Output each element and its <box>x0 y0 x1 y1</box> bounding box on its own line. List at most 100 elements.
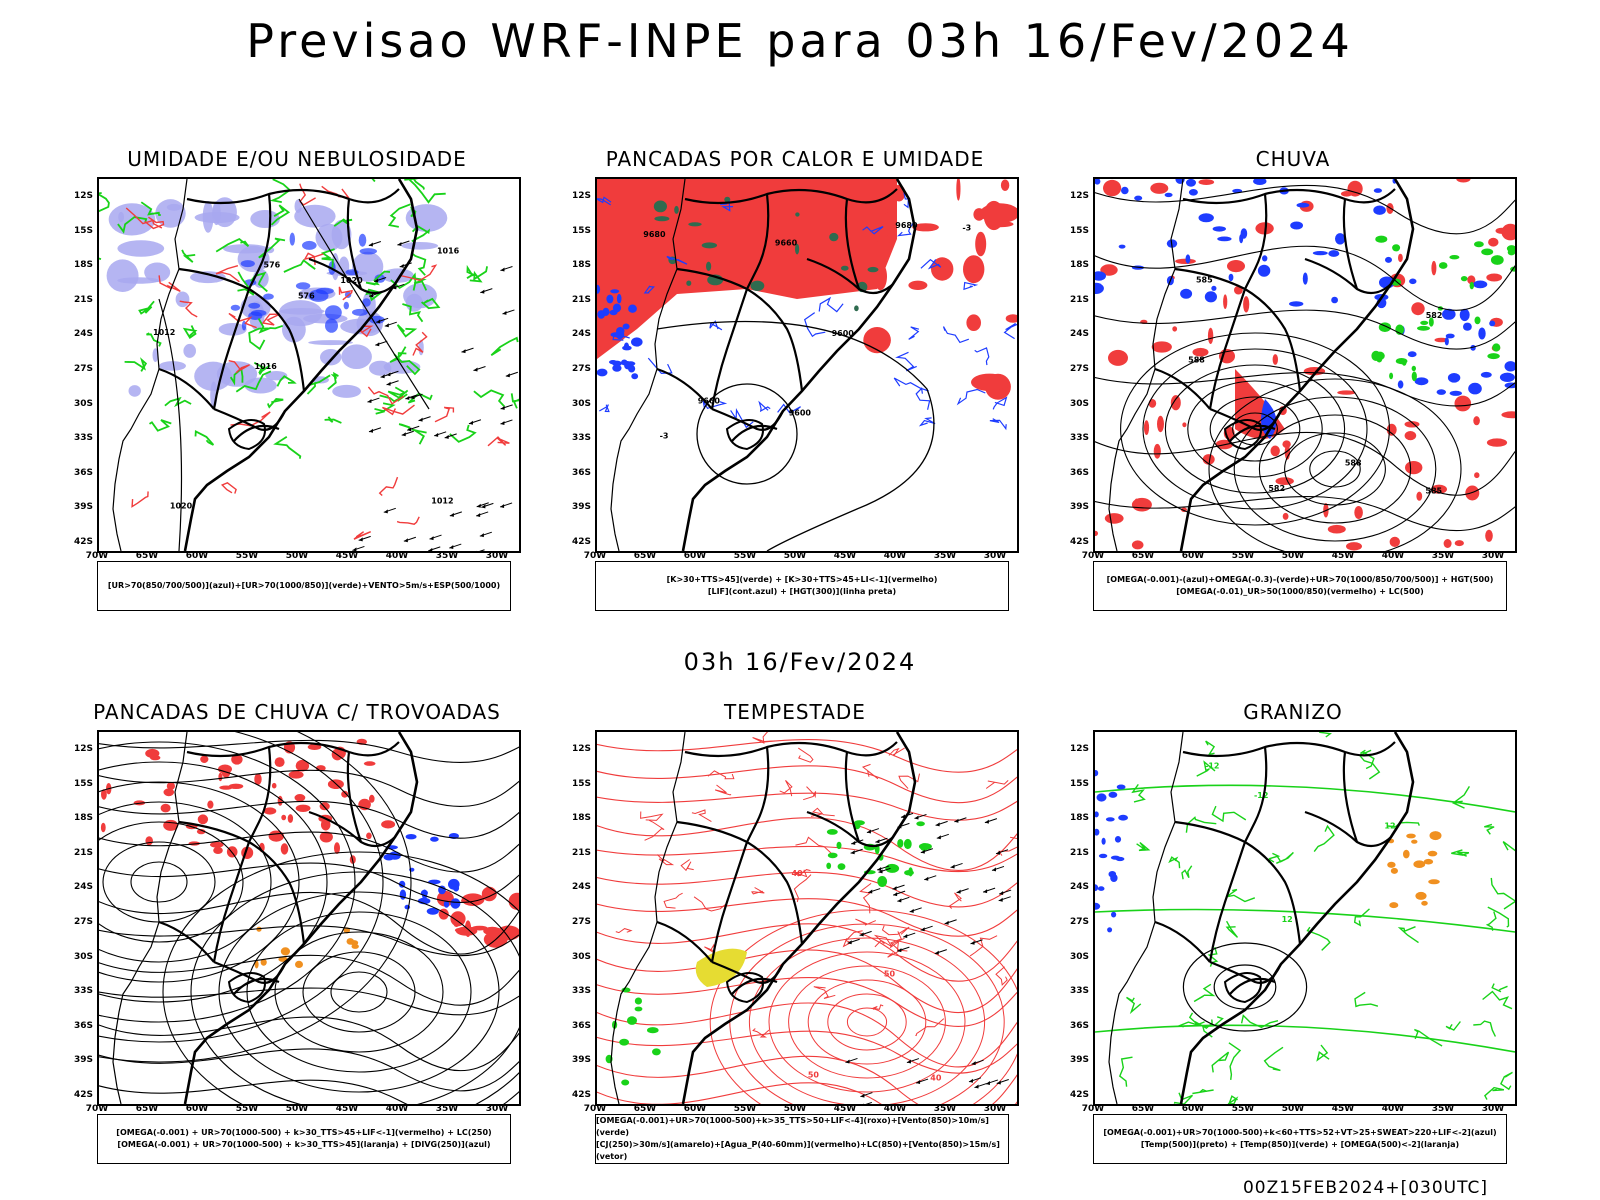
svg-text:9660: 9660 <box>698 396 721 405</box>
svg-text:50: 50 <box>808 1071 820 1080</box>
lat-tick-label: 18S <box>1069 813 1089 824</box>
lat-tick-label: 15S <box>1069 225 1089 236</box>
lat-tick-label: 15S <box>73 778 93 789</box>
lon-tick-label: 60W <box>1181 1104 1205 1114</box>
lat-tick-label: 33S <box>1069 433 1089 444</box>
lon-tick-label: 35W <box>435 551 459 561</box>
lon-tick-label: 60W <box>1181 551 1205 561</box>
panel-title: CHUVA <box>1255 147 1331 171</box>
lon-tick-label: 55W <box>235 551 259 561</box>
panel-legend: [UR>70(850/700/500)](azul)+[UR>70(1000/8… <box>97 561 511 611</box>
lat-tick-label: 33S <box>73 986 93 997</box>
lat-tick-label: 39S <box>73 502 93 513</box>
svg-text:585: 585 <box>1425 486 1442 495</box>
lon-tick-label: 50W <box>783 551 807 561</box>
lon-tick-label: 50W <box>783 1104 807 1114</box>
map-frame: 40 40 50 50 <box>595 730 1019 1106</box>
svg-text:1020: 1020 <box>170 501 193 510</box>
lon-tick-label: 45W <box>335 1104 359 1114</box>
panel-pancadas-calor: PANCADAS POR CALOR E UMIDADE 9660 9660 9600… <box>555 147 1035 622</box>
lon-tick-label: 65W <box>633 1104 657 1114</box>
legend-line: [OMEGA(-0.001)+UR>70(1000-500)+k>35_TTS>… <box>596 1116 989 1137</box>
lat-tick-label: 36S <box>1069 467 1089 478</box>
lat-tick-label: 12S <box>73 191 93 201</box>
lon-tick-label: 70W <box>583 1104 607 1114</box>
lon-tick-label: 35W <box>933 1104 957 1114</box>
lat-tick-label: 39S <box>571 1055 591 1066</box>
lon-tick-label: 50W <box>1281 551 1305 561</box>
svg-text:1016: 1016 <box>255 362 278 371</box>
map-frame: 9660 9660 9600 9600 9680 9680 -3 -3 <box>595 177 1019 553</box>
lon-tick-label: 35W <box>435 1104 459 1114</box>
svg-text:-12: -12 <box>1254 791 1268 800</box>
lat-tick-label: 15S <box>571 225 591 236</box>
lat-tick-label: 21S <box>571 294 591 305</box>
lat-tick-label: 36S <box>73 1020 93 1031</box>
legend-line: [CJ(250)>30m/s](amarelo)+[Agua_P(40-60mm… <box>596 1140 1000 1161</box>
map-canvas <box>99 732 519 1104</box>
legend-line: [OMEGA(-0.001)-(azul)+OMEGA(-0.3)-(verde… <box>1106 575 1494 584</box>
lon-tick-label: 45W <box>1331 1104 1355 1114</box>
lat-tick-label: 42S <box>1069 1090 1089 1100</box>
lat-tick-label: 24S <box>1069 882 1089 893</box>
svg-text:1012: 1012 <box>153 328 175 337</box>
legend-line: [OMEGA(-0.001) + UR>70(1000-500) + k>30_… <box>116 1128 492 1137</box>
lat-tick-label: 33S <box>1069 986 1089 997</box>
lat-tick-label: 36S <box>73 467 93 478</box>
lat-tick-label: 36S <box>571 1020 591 1031</box>
lat-tick-label: 39S <box>1069 1055 1089 1066</box>
lat-tick-label: 33S <box>73 433 93 444</box>
lon-tick-label: 45W <box>1331 551 1355 561</box>
map-canvas: 12 12 -12 -12 <box>1095 732 1515 1104</box>
lat-tick-label: 24S <box>73 329 93 340</box>
svg-text:50: 50 <box>884 969 896 978</box>
svg-text:582: 582 <box>1426 311 1443 320</box>
lat-tick-label: 12S <box>571 191 591 201</box>
lat-tick-label: 42S <box>73 537 93 547</box>
valid-time-subtitle: 03h 16/Fev/2024 <box>683 648 917 676</box>
lon-tick-label: 40W <box>883 1104 907 1114</box>
lon-tick-label: 45W <box>335 551 359 561</box>
lon-tick-label: 65W <box>1131 551 1155 561</box>
panel-tempestade: TEMPESTADE 40 40 50 50 12S 15S 18S 21S 24S 27S 30S 3… <box>555 700 1035 1175</box>
lat-tick-label: 24S <box>73 882 93 893</box>
svg-text:576: 576 <box>298 292 315 301</box>
lat-tick-label: 18S <box>1069 260 1089 271</box>
lon-tick-label: 60W <box>185 551 209 561</box>
map-frame <box>97 730 521 1106</box>
map-frame: 588 588 582 582 585 585 <box>1093 177 1517 553</box>
lat-tick-label: 39S <box>73 1055 93 1066</box>
lon-tick-label: 40W <box>1381 551 1405 561</box>
svg-text:40: 40 <box>930 1073 942 1082</box>
map-frame: 12 12 -12 -12 <box>1093 730 1517 1106</box>
lat-tick-label: 24S <box>571 882 591 893</box>
svg-text:9680: 9680 <box>895 221 918 230</box>
panel-legend: [OMEGA(-0.001)+UR>70(1000-500)+k>35_TTS>… <box>595 1114 1009 1164</box>
lon-tick-label: 30W <box>485 1104 509 1114</box>
lat-tick-label: 39S <box>1069 502 1089 513</box>
map-canvas: 40 40 50 50 <box>597 732 1017 1104</box>
panel-legend: [OMEGA(-0.001)+UR>70(1000-500)+k<60+TTS>… <box>1093 1114 1507 1164</box>
lat-tick-label: 42S <box>571 1090 591 1100</box>
lat-tick-label: 27S <box>1069 917 1089 927</box>
panel-legend: [K>30+TTS>45](verde) + [K>30+TTS>45+LI<-… <box>595 561 1009 611</box>
lat-tick-label: 42S <box>571 537 591 547</box>
lon-tick-label: 30W <box>485 551 509 561</box>
svg-text:12: 12 <box>1282 915 1293 924</box>
lon-tick-label: 40W <box>385 1104 409 1114</box>
panel-legend: [OMEGA(-0.001)-(azul)+OMEGA(-0.3)-(verde… <box>1093 561 1507 611</box>
lat-tick-label: 36S <box>1069 1020 1089 1031</box>
lon-tick-label: 60W <box>185 1104 209 1114</box>
lat-tick-label: 30S <box>571 398 591 409</box>
lat-tick-label: 15S <box>73 225 93 236</box>
lat-tick-label: 21S <box>571 847 591 858</box>
lon-tick-label: 50W <box>285 551 309 561</box>
run-footer: 00Z15FEB2024+[030UTC] <box>1242 1178 1488 1198</box>
lon-tick-label: 55W <box>733 551 757 561</box>
svg-text:576: 576 <box>264 260 281 269</box>
legend-line: [Temp(500)](preto) + [Temp(850)](verde) … <box>1140 1140 1460 1149</box>
lat-tick-label: 12S <box>1069 744 1089 754</box>
svg-text:588: 588 <box>1345 459 1362 468</box>
lon-tick-label: 60W <box>683 1104 707 1114</box>
